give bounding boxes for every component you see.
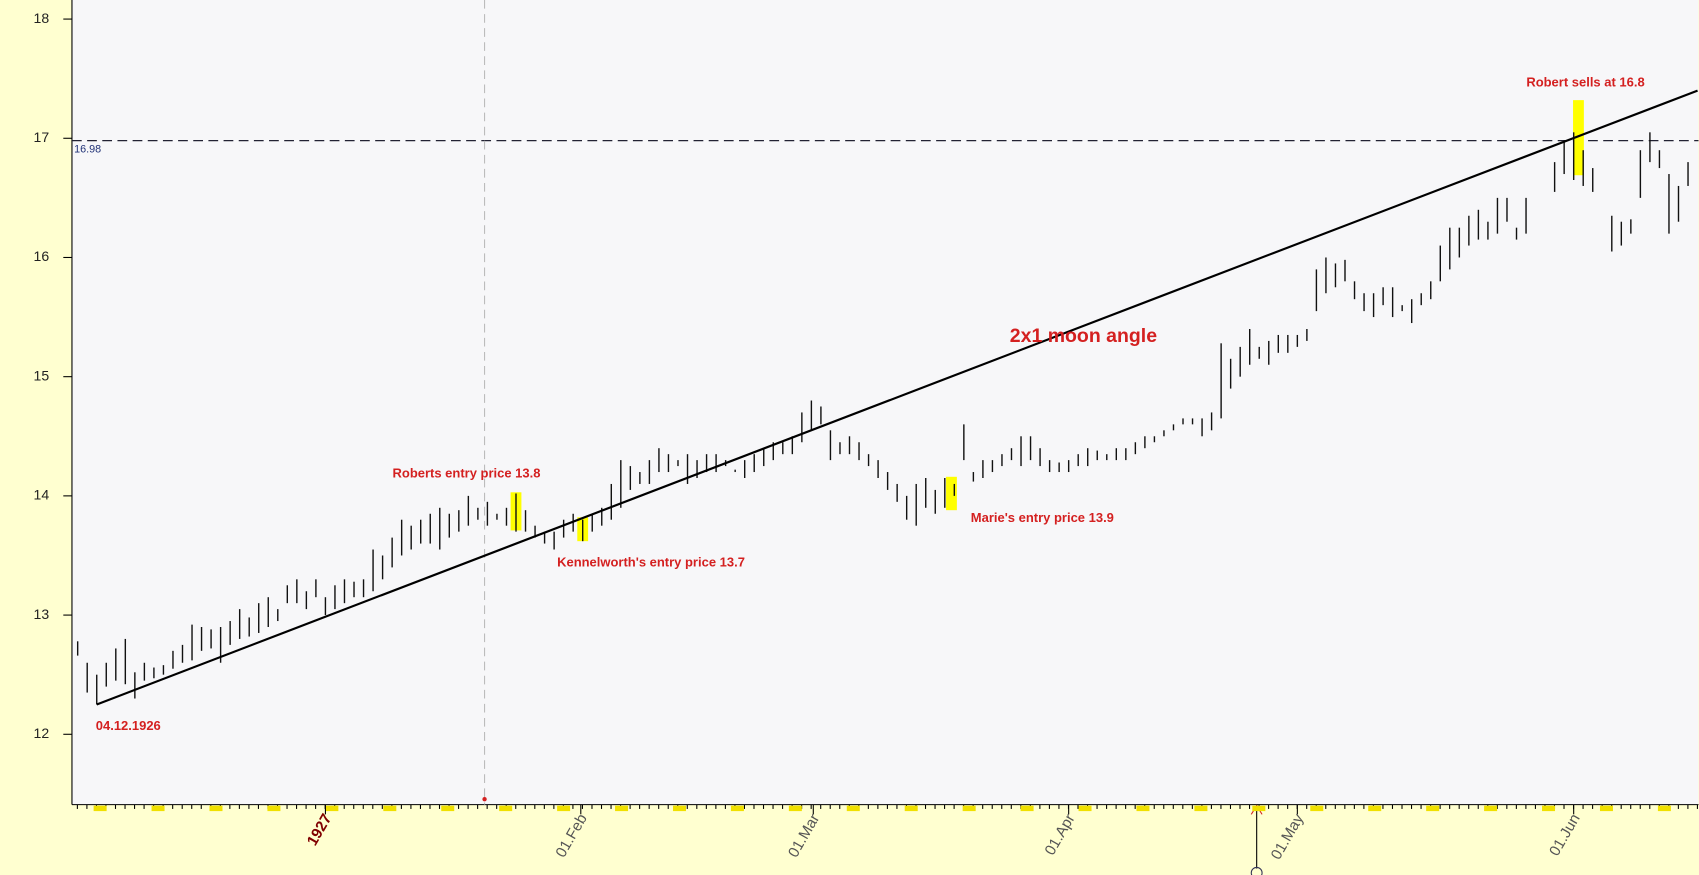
y-tick-label: 18 (34, 10, 50, 26)
week-marker (1020, 805, 1034, 812)
week-marker (1368, 805, 1382, 812)
week-marker (441, 805, 455, 812)
week-marker (962, 805, 976, 812)
week-marker (151, 805, 165, 812)
y-tick-label: 17 (34, 129, 50, 145)
week-marker (1078, 805, 1092, 812)
week-marker (383, 805, 397, 812)
y-tick-label: 14 (34, 487, 50, 503)
week-marker (788, 805, 802, 812)
week-marker (730, 805, 744, 812)
annotation: Kennelworth's entry price 13.7 (557, 554, 745, 569)
annotation: Roberts entry price 13.8 (393, 466, 541, 481)
time-marker-handle (1250, 866, 1263, 875)
week-marker (499, 805, 513, 812)
highlight (1573, 100, 1584, 176)
week-marker (1599, 805, 1613, 812)
y-tick-label: 15 (34, 367, 50, 383)
week-marker (1252, 805, 1266, 812)
week-marker (209, 805, 223, 812)
week-marker (267, 805, 281, 812)
week-marker (615, 805, 629, 812)
week-marker (325, 805, 339, 812)
week-marker (1426, 805, 1440, 812)
week-marker (1484, 805, 1498, 812)
week-marker (557, 805, 571, 812)
angle-line (96, 89, 1698, 706)
week-marker (846, 805, 860, 812)
week-marker (93, 805, 107, 812)
angle-label: 2x1 moon angle (1010, 325, 1157, 347)
level-label: 16.98 (74, 144, 101, 156)
week-marker (1542, 805, 1556, 812)
y-tick-label: 12 (34, 725, 50, 741)
week-marker (1194, 805, 1208, 812)
week-marker (1310, 805, 1324, 812)
y-tick-label: 13 (34, 606, 50, 622)
week-marker (904, 805, 918, 812)
y-tick-label: 16 (34, 248, 50, 264)
annotation: Robert sells at 16.8 (1526, 75, 1644, 90)
cursor-dot (482, 797, 487, 802)
week-marker (672, 805, 686, 812)
highlight (946, 476, 957, 511)
annotation: Marie's entry price 13.9 (971, 510, 1114, 525)
week-marker (1657, 805, 1671, 812)
start-label: 04.12.1926 (96, 718, 161, 733)
week-marker (1136, 805, 1150, 812)
